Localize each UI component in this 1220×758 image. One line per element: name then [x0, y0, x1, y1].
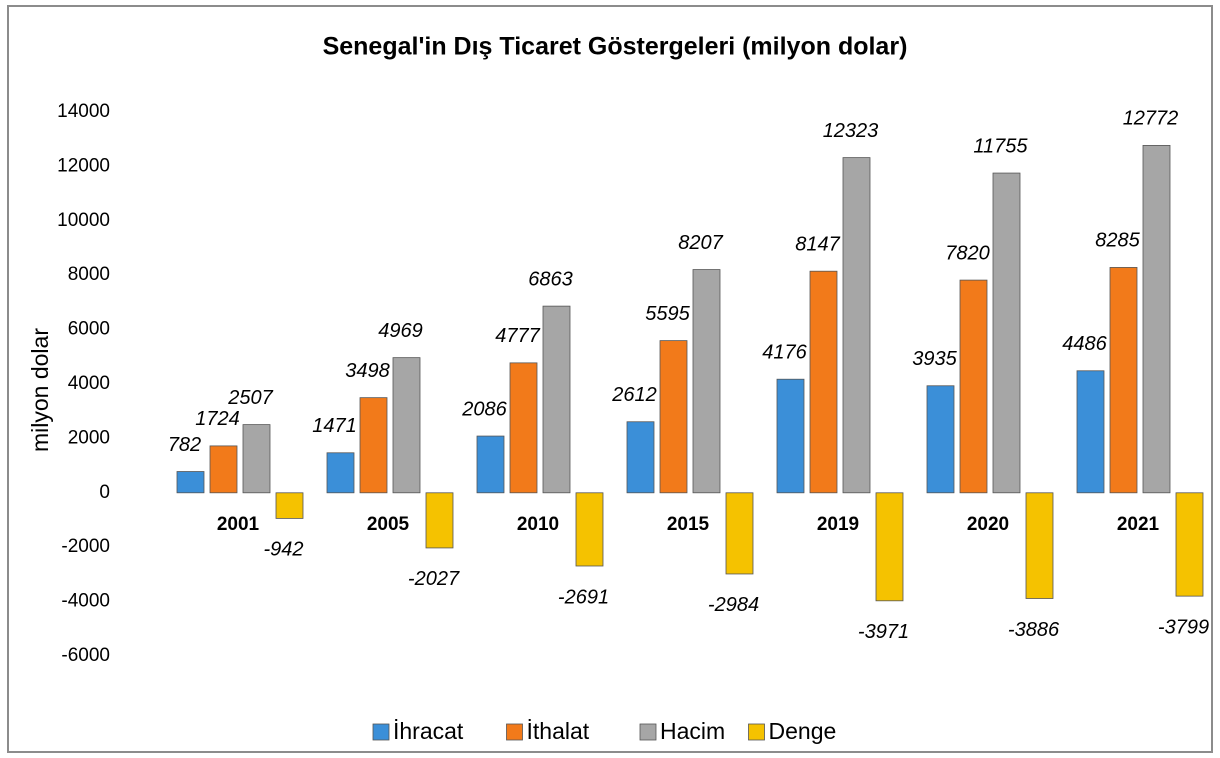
bar: [392, 357, 421, 494]
bar: [1142, 145, 1171, 494]
bar: [776, 378, 805, 494]
x-tick-label: 2001: [217, 514, 260, 535]
data-label: 8207: [678, 232, 723, 254]
bar: [842, 157, 871, 494]
x-tick-label: 2020: [967, 514, 1009, 535]
bar: [875, 492, 904, 602]
bar: [725, 492, 754, 575]
data-label: 1471: [312, 415, 357, 437]
bar: [1175, 492, 1204, 597]
bar: [425, 492, 454, 549]
y-axis-label: milyon dolar: [27, 328, 53, 452]
y-tick-label: 4000: [68, 373, 110, 394]
y-tick-label: 14000: [57, 101, 110, 122]
bar: [575, 492, 604, 567]
y-tick-label: -6000: [61, 645, 110, 666]
legend-label: İthalat: [527, 718, 590, 744]
bar: [1025, 492, 1054, 599]
bar: [659, 340, 688, 494]
legend-swatch: [639, 723, 657, 741]
data-label: 8285: [1095, 230, 1140, 252]
bar: [626, 421, 655, 494]
data-label: -942: [263, 539, 303, 561]
bar: [1109, 267, 1138, 494]
data-label: 11755: [973, 135, 1028, 157]
bar: [692, 269, 721, 494]
data-label: -2984: [708, 594, 759, 616]
x-tick-label: 2021: [1117, 514, 1160, 535]
bar: [176, 471, 205, 494]
data-label: 4486: [1062, 333, 1107, 355]
data-label: -3886: [1008, 619, 1060, 641]
data-label: 7820: [945, 242, 990, 264]
data-label: 2507: [227, 387, 273, 409]
bar: [926, 385, 955, 494]
bar: [326, 452, 355, 494]
bar: [992, 172, 1021, 494]
legend-label: Hacim: [660, 718, 725, 744]
bar: [242, 424, 271, 494]
data-label: 5595: [645, 303, 690, 325]
y-tick-label: 6000: [68, 319, 110, 340]
data-label: 1724: [195, 408, 240, 430]
data-label: 8147: [795, 233, 840, 255]
data-label: 12323: [823, 120, 879, 142]
bar: [542, 305, 571, 494]
y-tick-label: -4000: [61, 591, 110, 612]
bar: [359, 397, 388, 494]
data-label: -2027: [408, 568, 460, 590]
data-label: -3971: [858, 621, 909, 643]
data-label: -3799: [1158, 616, 1209, 638]
y-tick-label: 8000: [68, 264, 110, 285]
data-label: 3935: [912, 348, 957, 370]
bar: [209, 445, 238, 494]
y-tick-label: -2000: [61, 536, 110, 557]
bar: [509, 362, 538, 494]
legend-swatch: [748, 723, 765, 741]
bar: [959, 279, 988, 494]
data-label: 2086: [461, 398, 507, 420]
data-label: 3498: [345, 360, 390, 382]
legend-label: Denge: [769, 718, 837, 744]
bar: [476, 435, 505, 494]
bar: [275, 492, 304, 519]
y-tick-label: 10000: [57, 210, 110, 231]
data-label: 4969: [378, 320, 423, 342]
bar: [809, 270, 838, 494]
data-label: 2612: [611, 384, 657, 406]
bar: [1076, 370, 1105, 494]
x-tick-label: 2019: [817, 514, 859, 535]
data-label: 12772: [1123, 108, 1179, 130]
data-label: 4777: [495, 325, 540, 347]
y-tick-label: 0: [99, 482, 110, 503]
data-label: 782: [168, 434, 201, 456]
data-label: 6863: [528, 268, 573, 290]
data-label: -2691: [558, 586, 609, 608]
y-tick-label: 2000: [68, 427, 110, 448]
x-tick-label: 2005: [367, 514, 410, 535]
y-tick-label: 12000: [57, 155, 110, 176]
x-tick-label: 2010: [517, 514, 559, 535]
data-label: 4176: [762, 341, 807, 363]
legend-swatch: [506, 723, 523, 741]
legend-swatch: [372, 723, 390, 741]
x-tick-label: 2015: [667, 514, 710, 535]
legend-label: İhracat: [393, 718, 464, 744]
chart-title: Senegal'in Dış Ticaret Göstergeleri (mil…: [323, 33, 908, 61]
